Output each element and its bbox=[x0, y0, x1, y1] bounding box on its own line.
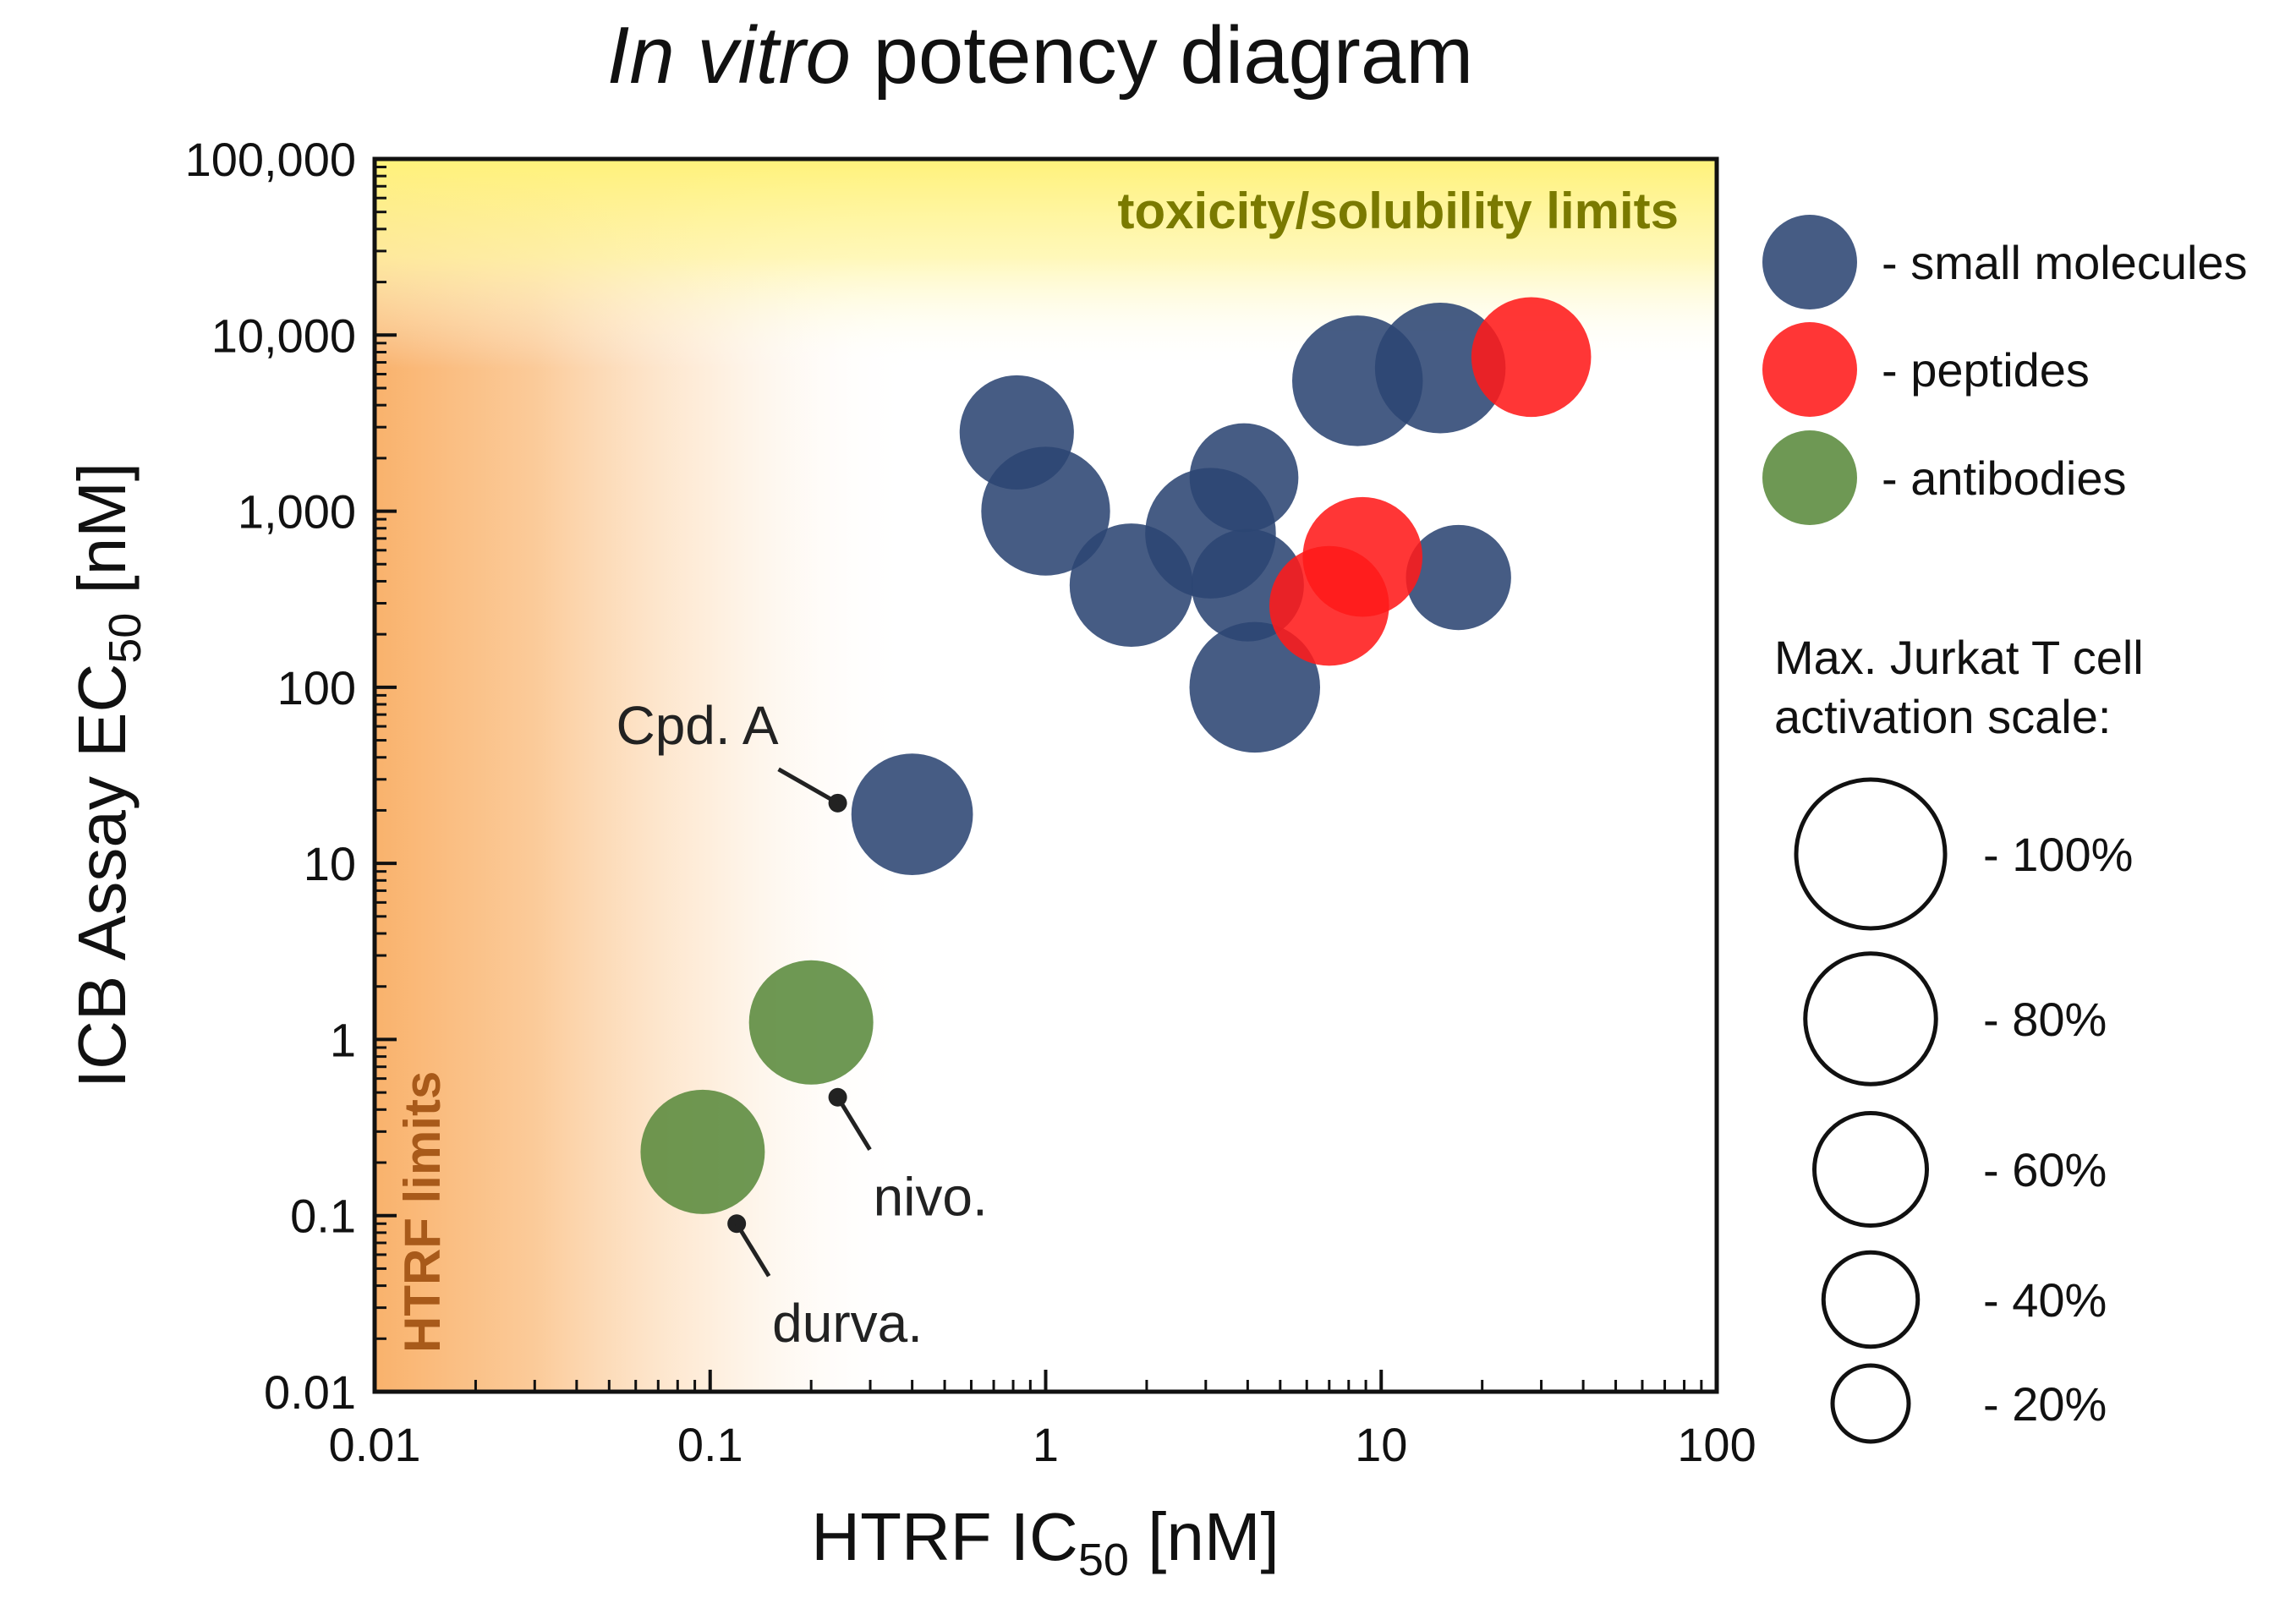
legend-label-peptides: - peptides bbox=[1882, 343, 2090, 397]
size-scale-title-line2: activation scale: bbox=[1774, 690, 2111, 743]
y-tick-label: 10,000 bbox=[211, 309, 356, 362]
x-tick-label: 10 bbox=[1355, 1418, 1407, 1471]
size-scale: - 100% - 80% - 60% - 40% - 20% bbox=[1794, 777, 2133, 1444]
x-tick-label: 0.01 bbox=[329, 1418, 421, 1471]
y-tick-label: 100 bbox=[277, 661, 356, 714]
y-tick-label: 1,000 bbox=[238, 485, 356, 539]
axis-ticks: 0.01 0.1 1 10 100 0.01 0.1 1 10 100 1,000 10,000 100… bbox=[185, 133, 1756, 1471]
annotation-label-cpd-a: Cpd. A bbox=[616, 695, 778, 756]
x-axis-title-unit: [nM] bbox=[1129, 1499, 1280, 1574]
legend-label-antibodies: - antibodies bbox=[1882, 451, 2127, 505]
bubble-small-molecules bbox=[1189, 423, 1299, 533]
annotation-leader-cpd-a bbox=[777, 767, 839, 805]
legend-label-small-molecules: - small molecules bbox=[1882, 236, 2248, 289]
x-tick-label: 1 bbox=[1033, 1418, 1059, 1471]
size-scale-title-line1: Max. Jurkat T cell bbox=[1774, 631, 2144, 684]
size-scale-circle bbox=[1821, 1250, 1921, 1349]
x-tick-label: 100 bbox=[1677, 1418, 1756, 1471]
bubble-antibodies bbox=[748, 960, 874, 1085]
annotation-leader-nivo bbox=[836, 1096, 872, 1152]
data-bubbles bbox=[640, 297, 1592, 1214]
size-scale-circle bbox=[1812, 1111, 1929, 1228]
legend-swatch-peptides bbox=[1762, 322, 1857, 417]
x-axis-title: HTRF IC50 [nM] bbox=[811, 1499, 1279, 1585]
bubble-peptides bbox=[1471, 297, 1592, 418]
chart-title-rest: potency diagram bbox=[851, 10, 1473, 101]
bubble-small-molecules bbox=[981, 446, 1110, 576]
bubble-small-molecules bbox=[1189, 621, 1321, 753]
x-axis-title-main: HTRF IC bbox=[811, 1499, 1078, 1574]
htrf-limits-label: HTRF limits bbox=[394, 1071, 451, 1353]
bubble-small-molecules bbox=[1374, 303, 1506, 434]
y-tick-label: 100,000 bbox=[185, 133, 356, 186]
y-axis-title-main: ICB Assay EC bbox=[64, 664, 140, 1088]
y-axis-title: ICB Assay EC50 [nM] bbox=[64, 462, 151, 1088]
x-tick-label: 0.1 bbox=[677, 1418, 743, 1471]
size-scale-label: - 80% bbox=[1983, 993, 2107, 1046]
toxicity-limits-label: toxicity/solubility limits bbox=[1118, 183, 1679, 239]
bubble-small-molecules bbox=[1406, 524, 1511, 631]
size-scale-label: - 100% bbox=[1983, 828, 2133, 881]
legend-swatch-small-molecules bbox=[1762, 215, 1857, 309]
chart-title-italic: In vitro bbox=[607, 10, 851, 101]
y-tick-label: 10 bbox=[304, 837, 356, 890]
annotations: Cpd. A nivo. durva. bbox=[616, 695, 987, 1354]
y-axis-title-unit: [nM] bbox=[64, 462, 140, 613]
bubble-small-molecules bbox=[851, 753, 973, 875]
legend: - small molecules - peptides - antibodie… bbox=[1762, 215, 2248, 1444]
size-scale-label: - 40% bbox=[1983, 1273, 2107, 1327]
bubble-antibodies bbox=[640, 1089, 765, 1214]
y-tick-label: 0.1 bbox=[290, 1190, 356, 1243]
size-scale-circle bbox=[1830, 1363, 1911, 1444]
size-scale-label: - 60% bbox=[1983, 1143, 2107, 1196]
annotation-leader-durva bbox=[735, 1222, 771, 1278]
bubble-peptides bbox=[1269, 545, 1389, 666]
chart-title: In vitro potency diagram bbox=[607, 10, 1474, 101]
size-scale-circle bbox=[1803, 951, 1938, 1086]
size-scale-circle bbox=[1794, 777, 1948, 931]
annotation-label-durva: durva. bbox=[772, 1293, 923, 1354]
y-tick-label: 0.01 bbox=[264, 1365, 356, 1419]
legend-swatch-antibodies bbox=[1762, 430, 1857, 525]
annotation-label-nivo: nivo. bbox=[874, 1167, 988, 1228]
x-axis-title-sub: 50 bbox=[1078, 1535, 1129, 1585]
size-scale-label: - 20% bbox=[1983, 1377, 2107, 1431]
y-axis-title-sub: 50 bbox=[100, 613, 151, 664]
y-tick-label: 1 bbox=[330, 1013, 356, 1066]
plot-frame bbox=[372, 156, 1719, 1394]
